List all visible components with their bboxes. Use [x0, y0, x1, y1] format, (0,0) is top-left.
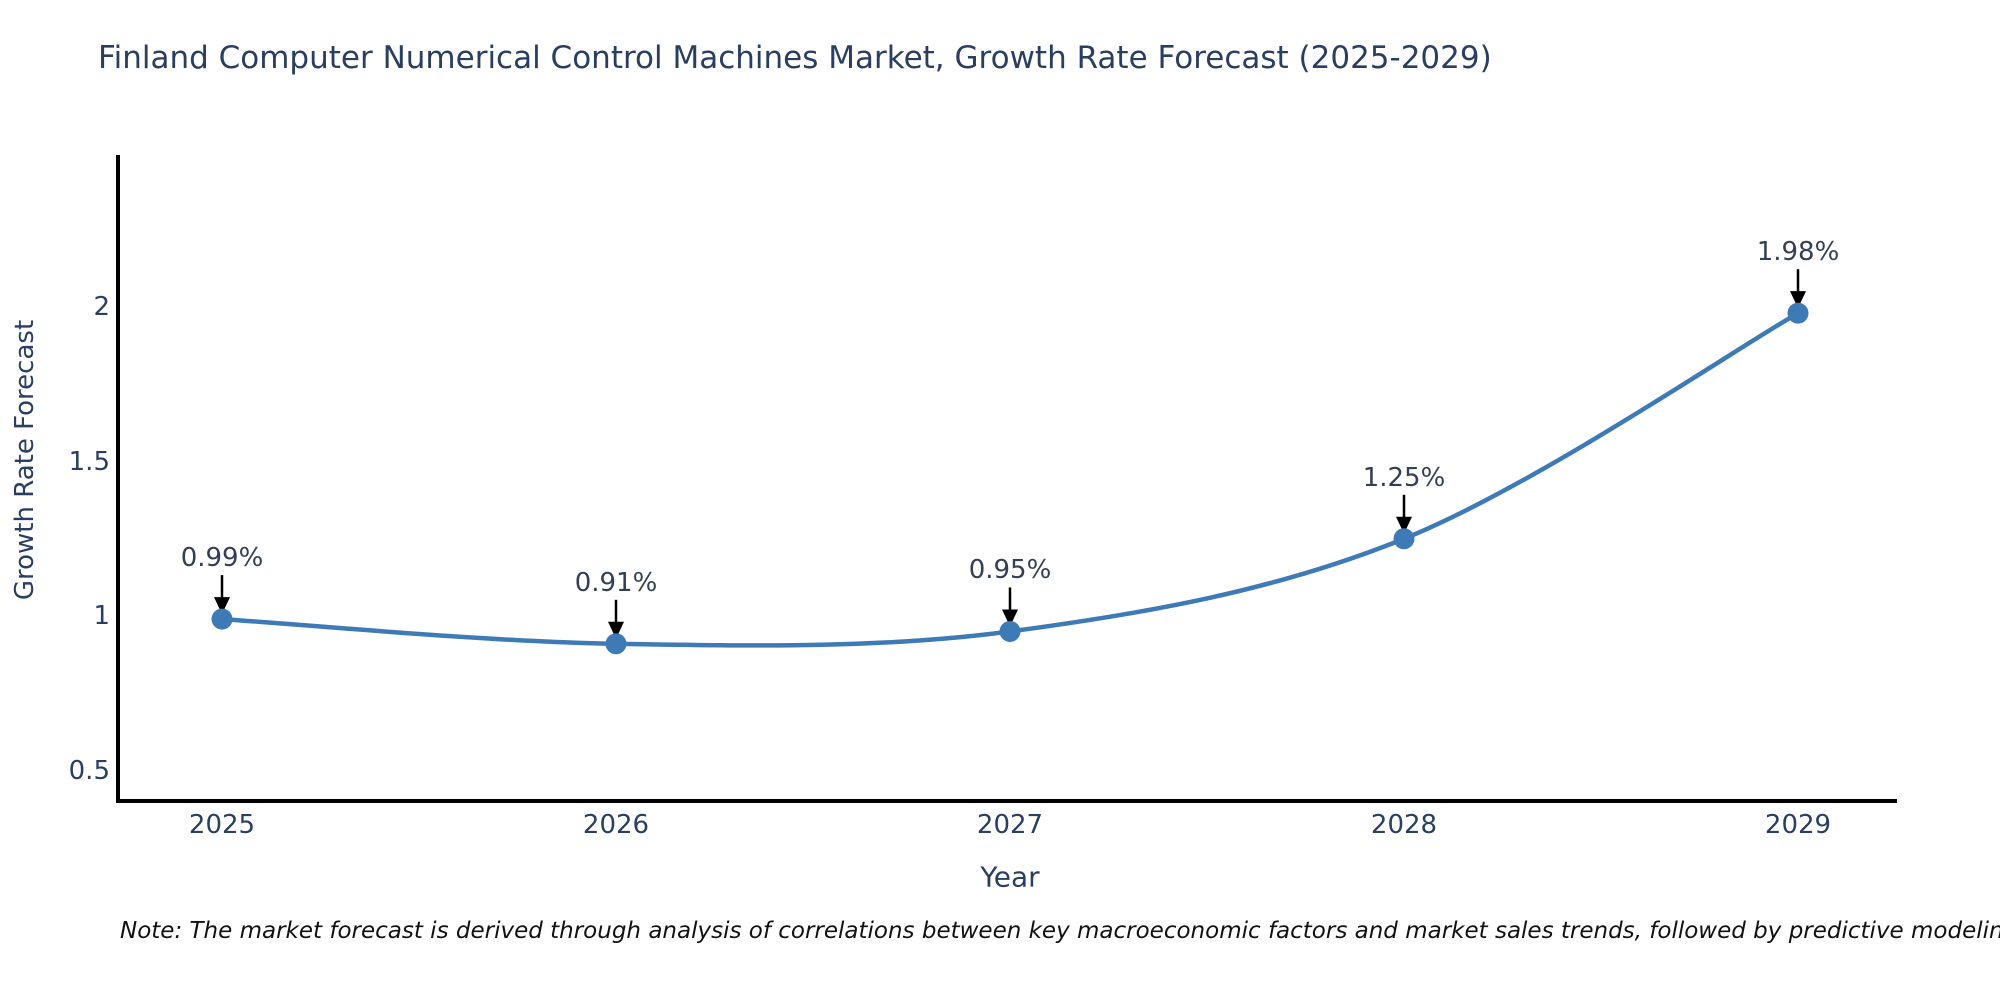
- x-tick-label: 2026: [582, 810, 650, 840]
- data-point-2025[interactable]: [211, 608, 233, 630]
- y-tick-label: 0.5: [68, 755, 110, 786]
- data-point-2029[interactable]: [1787, 302, 1809, 324]
- annotation-arrow-head: [608, 621, 624, 639]
- data-point-2027[interactable]: [999, 620, 1021, 642]
- annotation-label: 1.98%: [1756, 237, 1840, 268]
- x-tick-label: 2025: [188, 810, 256, 840]
- data-markers-group: [211, 302, 1809, 655]
- x-tick-label: 2029: [1764, 810, 1832, 840]
- annotation-arrow-head: [1396, 516, 1412, 534]
- annotation-label: 0.91%: [574, 567, 658, 598]
- y-tick-label: 1: [93, 601, 110, 631]
- y-tick-label: 2: [93, 292, 110, 322]
- x-axis-title: Year: [980, 860, 1040, 894]
- annotation-label: 0.95%: [968, 555, 1052, 586]
- annotation-label: 1.25%: [1362, 462, 1446, 493]
- footnote: Note: The market forecast is derived thr…: [120, 918, 2000, 944]
- annotation-arrows-group: [214, 269, 1806, 639]
- annotation-label: 0.99%: [180, 543, 264, 574]
- annotation-arrow-head: [214, 597, 230, 615]
- y-tick-label: 1.5: [68, 446, 110, 477]
- annotation-arrow-head: [1002, 609, 1018, 627]
- data-point-2028[interactable]: [1393, 528, 1415, 550]
- x-tick-label: 2027: [976, 810, 1044, 840]
- annotation-arrow-head: [1790, 291, 1806, 309]
- chart-title: Finland Computer Numerical Control Machi…: [98, 40, 1492, 76]
- x-tick-label: 2028: [1370, 810, 1438, 840]
- data-point-2026[interactable]: [605, 633, 627, 655]
